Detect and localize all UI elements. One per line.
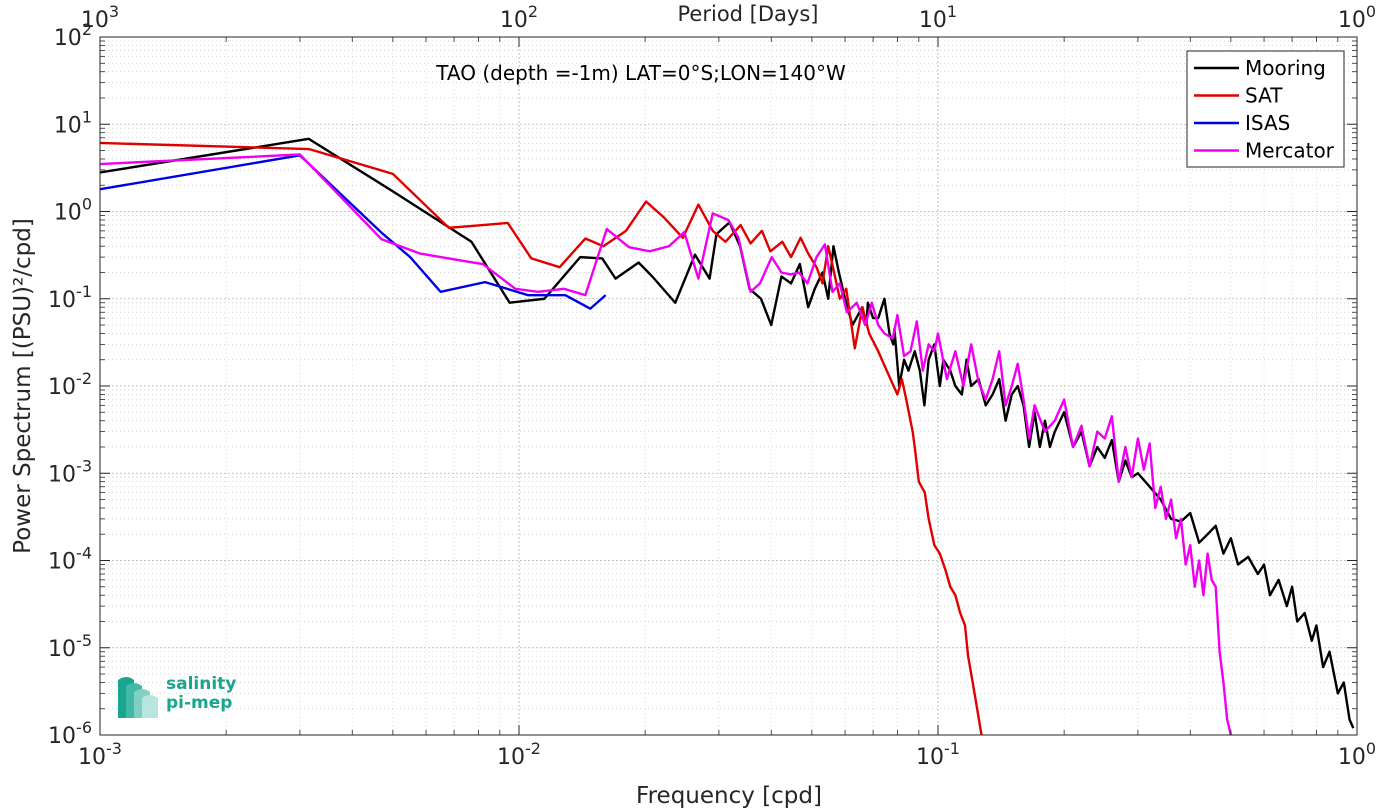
legend-label-isas: ISAS bbox=[1245, 111, 1290, 135]
logo-waves-icon bbox=[118, 677, 158, 718]
x-axis-label: Frequency [cpd] bbox=[636, 783, 822, 809]
y-axis-label: Power Spectrum [(PSU)²/cpd] bbox=[10, 218, 36, 554]
top-axis-label: Period [Days] bbox=[678, 2, 819, 26]
series-line-sat bbox=[100, 141, 983, 735]
top-tick-label: 100 bbox=[1338, 2, 1376, 33]
series-line-isas bbox=[100, 154, 607, 310]
legend-label-mercator: Mercator bbox=[1245, 139, 1335, 163]
y-tick-label: 10-5 bbox=[48, 631, 92, 662]
y-tick-label: 10-3 bbox=[48, 456, 92, 487]
x-tick-label: 10-3 bbox=[78, 739, 122, 770]
y-tick-label: 102 bbox=[54, 20, 92, 51]
y-tick-label: 101 bbox=[54, 107, 92, 138]
legend-label-mooring: Mooring bbox=[1245, 56, 1326, 80]
series-layer bbox=[100, 137, 1355, 735]
y-tick-label: 10-6 bbox=[48, 718, 92, 749]
salinity-pi-mep-logo: salinity pi-mep bbox=[116, 672, 256, 722]
y-tick-label: 10-2 bbox=[48, 369, 92, 400]
chart-title: TAO (depth =-1m) LAT=0°S;LON=140°W bbox=[435, 61, 846, 85]
x-tick-label: 100 bbox=[1338, 739, 1376, 770]
legend: Mooring SAT ISAS Mercator bbox=[1186, 50, 1345, 168]
series-line-mooring bbox=[100, 137, 1355, 729]
x-tick-label: 10-1 bbox=[916, 739, 960, 770]
top-tick-label: 102 bbox=[500, 2, 538, 33]
series-line-mercator bbox=[100, 153, 1233, 735]
y-tick-label: 100 bbox=[54, 195, 92, 226]
logo-text-salinity: salinity bbox=[166, 674, 237, 694]
y-tick-label: 10-4 bbox=[48, 544, 92, 575]
top-tick-label: 101 bbox=[919, 2, 957, 33]
ticks bbox=[99, 36, 1358, 736]
logo-text-pimep: pi-mep bbox=[166, 693, 233, 713]
y-tick-label: 10-1 bbox=[48, 282, 92, 313]
legend-box bbox=[1186, 50, 1345, 168]
x-tick-label: 10-2 bbox=[497, 739, 541, 770]
legend-label-sat: SAT bbox=[1245, 84, 1283, 108]
